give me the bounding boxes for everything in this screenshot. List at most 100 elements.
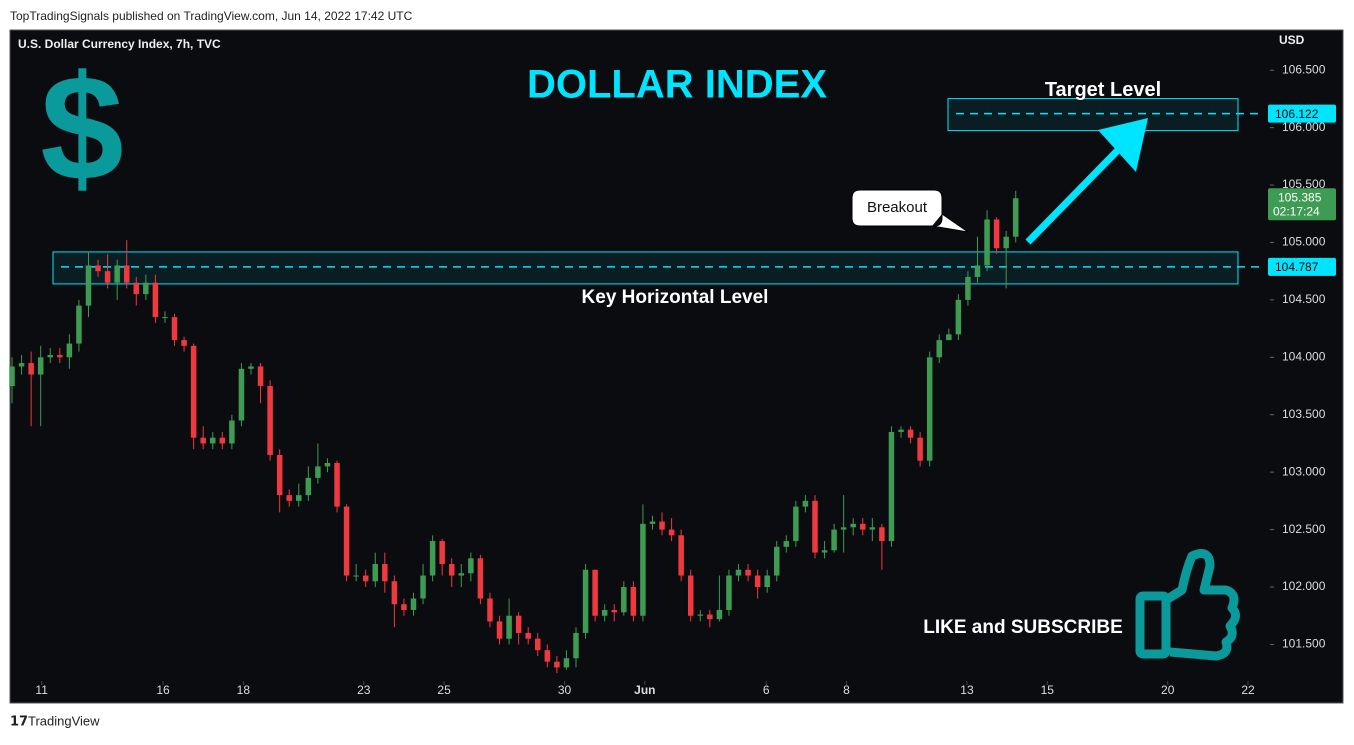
candle-body [496,621,503,639]
candle-body [152,282,159,318]
candle-body [181,340,187,346]
callout: Breakout [867,199,928,216]
level-zone [947,98,1239,132]
candle-body [76,305,82,344]
x-tick-label: Jun [634,683,655,697]
x-tick-label: 22 [1241,683,1255,697]
candle-body [802,500,809,507]
candle-body [678,535,684,576]
y-tick-label: 101.500 [1282,637,1326,651]
candle-body [812,500,818,553]
candle-body [276,454,283,496]
candle-body [353,575,359,577]
plot: 101.500 102.000 102.500 103.000 103.500 104.0… [9,62,1336,697]
y-tick-label: 103.000 [1282,464,1326,478]
candle-body [898,429,904,432]
level-zone [52,251,1239,285]
candle-body [439,541,445,565]
candle-body [659,521,665,530]
last-price-box [1268,188,1336,221]
candle-body [754,575,761,588]
candle-body [296,495,302,501]
candle-body [687,575,694,616]
candle-body [869,527,876,530]
candle-body [544,650,551,662]
candle-body [840,527,847,530]
candle-body [429,541,436,576]
candle-body [783,541,790,547]
symbol: U.S. Dollar Currency Index, 7h, TVC [18,37,221,51]
candle-body [621,587,627,613]
candle-body [458,573,465,576]
candle-body [888,431,895,542]
candle-body [57,355,63,358]
x-tick-label: 15 [1041,683,1055,697]
arrow [1025,147,1121,245]
candle-body [305,477,312,496]
x-tick-label: 18 [237,683,251,697]
candle-body [324,462,331,467]
x-tick-label: 30 [558,683,572,697]
candle-body [611,609,617,613]
brand-logo: 𝟭𝟳 [10,713,28,728]
y-tick-label: 103.500 [1282,407,1326,421]
countdown: 02:17:24 [1273,204,1320,218]
candle-body [965,276,971,300]
candle-body [95,265,101,272]
candle-body [850,523,856,528]
candle-body [554,661,560,668]
y-tick-label: 105.000 [1282,235,1326,249]
candle-body [668,529,675,536]
candle-body [37,357,44,375]
candle-body [515,615,522,633]
candle-body [401,604,407,610]
candle-body [248,366,254,369]
candle-body [745,569,751,576]
candle-body [18,363,25,367]
brand: TradingView [28,713,100,728]
candle-body [334,462,340,507]
candle-body [773,546,780,576]
candle-body [487,598,493,622]
thumb-icon [1135,549,1240,661]
candle-body [420,575,426,599]
candle-body [143,282,149,295]
candle-body [936,340,943,358]
level-label: Key Horizontal Level [582,287,769,308]
candle-body [1003,236,1009,249]
candle-body [9,366,15,387]
candle-body [707,614,713,620]
x-tick-label: 20 [1161,683,1175,697]
candle-body [171,317,178,341]
candle-body [362,575,369,582]
candle-body [477,558,484,599]
x-tick-label: 23 [357,683,371,697]
y-tick-label: 105.500 [1282,177,1326,191]
candle-body [1012,198,1019,237]
candle-body [114,265,120,283]
candle-body [104,271,111,283]
candle-body [190,345,197,438]
candle-body [238,368,245,421]
call-to-action: LIKE and SUBSCRIBE [923,617,1123,638]
candle-body [955,299,962,335]
candle-body [123,265,130,283]
candle-body [448,564,455,576]
candle-body [133,282,140,295]
candle-body [391,581,398,605]
y-tick-label: 102.000 [1282,579,1326,593]
candle-body [66,343,73,358]
callout-box [851,189,969,233]
level-price-box [1268,257,1336,276]
candle-body [926,357,933,461]
candle-body [219,437,226,444]
candle-body [716,609,723,620]
candle-body [764,575,770,588]
candle-body [649,521,656,524]
candle-body [831,529,837,551]
candle-body [582,569,589,633]
candle-body [47,355,53,358]
candle-body [726,575,732,610]
candle-body [907,429,914,438]
level-price-box [1268,104,1336,123]
